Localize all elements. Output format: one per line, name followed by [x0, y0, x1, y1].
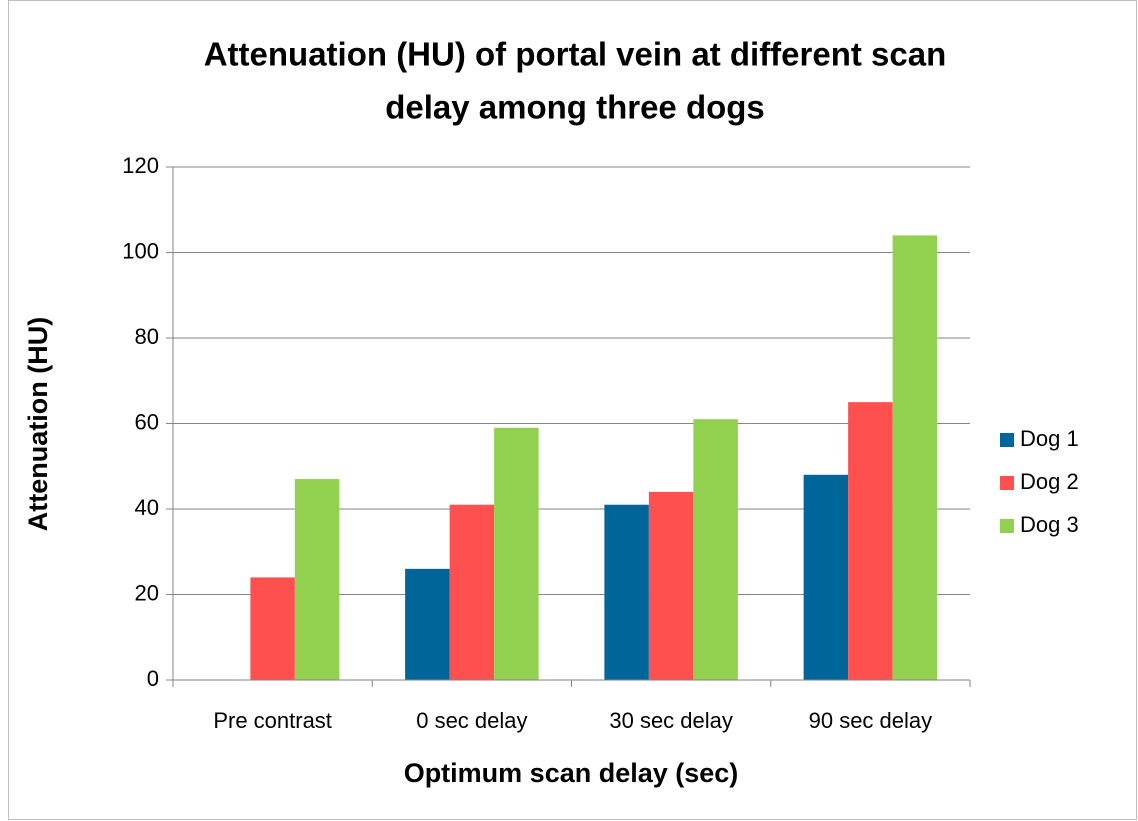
- y-tick-label: 120: [122, 153, 159, 178]
- legend-label: Dog 3: [1020, 512, 1079, 537]
- y-axis-title: Attenuation (HU): [23, 317, 53, 531]
- chart-border: [8, 0, 1137, 820]
- bar: [892, 235, 938, 680]
- bar: [803, 474, 849, 680]
- bar: [294, 479, 340, 680]
- x-tick-label: 0 sec delay: [416, 708, 527, 733]
- y-tick-label: 80: [135, 324, 159, 349]
- x-axis-title: Optimum scan delay (sec): [404, 758, 739, 788]
- x-tick-label: 30 sec delay: [609, 708, 733, 733]
- x-tick-label: Pre contrast: [213, 708, 332, 733]
- legend-label: Dog 1: [1020, 426, 1079, 451]
- bar: [449, 504, 495, 680]
- y-tick-label: 100: [122, 238, 159, 263]
- chart-title: delay among three dogs: [385, 89, 765, 126]
- bar: [405, 568, 450, 680]
- bar: [848, 402, 893, 680]
- legend-swatch: [1000, 519, 1014, 533]
- y-tick-label: 20: [135, 580, 159, 605]
- bar: [494, 427, 539, 680]
- bar: [250, 577, 295, 680]
- y-tick-label: 60: [135, 409, 159, 434]
- x-tick-label: 90 sec delay: [809, 708, 933, 733]
- bar: [693, 419, 738, 680]
- legend-swatch: [1000, 476, 1014, 490]
- y-tick-label: 0: [147, 666, 159, 691]
- bar: [604, 504, 649, 680]
- chart-title: Attenuation (HU) of portal vein at diffe…: [204, 36, 947, 73]
- legend-swatch: [1000, 433, 1014, 447]
- legend-label: Dog 2: [1020, 469, 1079, 494]
- y-tick-label: 40: [135, 495, 159, 520]
- bar: [648, 491, 694, 680]
